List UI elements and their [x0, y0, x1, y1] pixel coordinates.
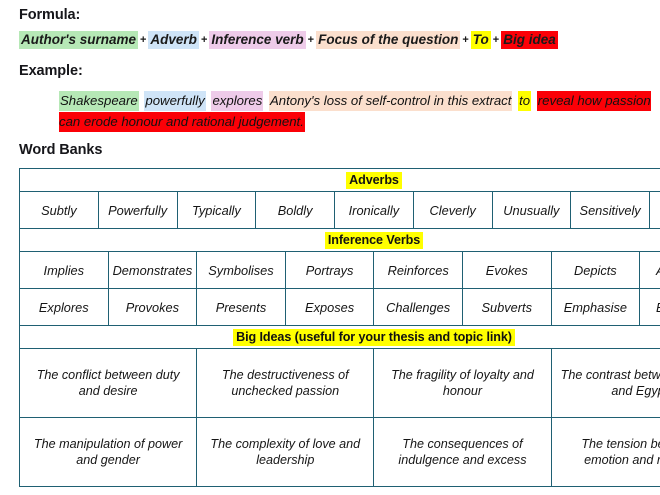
bank-header-cell: Inference Verbs	[19, 228, 660, 252]
word-cell[interactable]: Depicts	[550, 251, 641, 289]
word-cell[interactable]: Powerfully	[97, 191, 178, 229]
formula-token: Adverb	[148, 31, 199, 49]
big-idea-cell[interactable]: The destructiveness of unchecked passion	[196, 348, 375, 418]
bank-header-row: Adverbs	[19, 168, 660, 192]
big-idea-cell[interactable]: The complexity of love and leadership	[196, 417, 375, 487]
bank-header-cell: Adverbs	[19, 168, 660, 192]
big-idea-cell[interactable]: The manipulation of power and gender	[18, 417, 198, 487]
bank-header-row: Big Ideas (useful for your thesis and to…	[19, 325, 660, 349]
word-cell[interactable]: Typically	[176, 191, 257, 229]
word-cell[interactable]: Subverts	[461, 288, 552, 326]
word-cell[interactable]: Subtly	[19, 191, 99, 229]
word-cell[interactable]: Boldly	[255, 191, 335, 229]
formula-separator: +	[462, 34, 469, 46]
formula-heading: Formula:	[19, 7, 81, 23]
bank-title: Inference Verbs	[324, 231, 424, 249]
word-cell[interactable]: Reinforces	[373, 251, 463, 289]
bank-header-cell: Big Ideas (useful for your thesis and to…	[19, 325, 660, 349]
word-cell[interactable]: Implies	[19, 251, 109, 289]
table-row: Subtly Powerfully Typically Boldly Ironicall…	[19, 191, 660, 229]
word-cell[interactable]: Portrays	[284, 251, 375, 289]
formula-line: Author's surname + Adverb + Inference verb + F…	[19, 31, 558, 49]
word-cell[interactable]: Ironically	[334, 191, 414, 229]
word-banks-heading: Word Banks	[19, 142, 103, 158]
word-banks-table: Adverbs Subtly Powerfully Typically Boldly Ir…	[18, 168, 660, 487]
word-cell[interactable]: Alludes to	[639, 251, 660, 289]
word-cell[interactable]: Symbolises	[196, 251, 286, 289]
example-sentence: Shakespeare powerfully explores Antony's…	[59, 90, 660, 132]
formula-token: Author's surname	[19, 31, 138, 49]
formula-separator: +	[200, 34, 208, 46]
word-cell[interactable]: Unusually	[491, 191, 572, 229]
example-segment: explores	[211, 91, 264, 111]
word-cell[interactable]: Strikingly	[649, 191, 660, 229]
bank-header-row: Inference Verbs	[19, 228, 660, 252]
word-cell[interactable]: Challenges	[373, 288, 463, 326]
word-cell[interactable]: Sensitively	[570, 191, 650, 229]
word-cell[interactable]: Cleverly	[412, 191, 493, 229]
table-row: Explores Provokes Presents Exposes Challenge…	[19, 288, 660, 326]
formula-token: Inference verb	[209, 31, 306, 49]
example-segment: Shakespeare	[59, 91, 139, 111]
example-heading: Example:	[19, 63, 83, 79]
big-idea-cell[interactable]: The conflict between duty and desire	[18, 348, 198, 418]
word-cell[interactable]: Explores	[19, 288, 109, 326]
formula-separator: +	[307, 34, 315, 46]
big-idea-cell[interactable]: The fragility of loyalty and honour	[373, 348, 552, 418]
word-cell[interactable]: Provokes	[107, 288, 198, 326]
formula-separator: +	[492, 34, 500, 46]
bank-title: Adverbs	[346, 171, 402, 189]
big-idea-cell[interactable]: The contrast between Rome and Egypt	[550, 348, 660, 418]
table-row: Implies Demonstrates Symbolises Portrays Rei…	[19, 251, 660, 289]
big-idea-cell[interactable]: The tension between emotion and reason	[550, 417, 660, 487]
formula-separator: +	[139, 34, 147, 46]
example-segment: powerfully	[144, 91, 206, 111]
big-idea-cell[interactable]: The consequences of indulgence and exces…	[373, 417, 552, 487]
word-cell[interactable]: Evokes	[461, 251, 552, 289]
formula-token: Big idea	[501, 31, 558, 49]
formula-token: Focus of the question	[316, 31, 461, 49]
table-row: The manipulation of power and gender The …	[18, 417, 660, 487]
table-row: The conflict between duty and desire The …	[18, 348, 660, 418]
example-segment	[531, 91, 537, 111]
formula-token: To	[470, 31, 491, 49]
word-cell[interactable]: Examines	[639, 288, 660, 326]
example-segment: Antony's loss of self-control in this ex…	[268, 91, 513, 111]
word-cell[interactable]: Exposes	[284, 288, 375, 326]
word-cell[interactable]: Demonstrates	[107, 251, 198, 289]
word-cell[interactable]: Presents	[196, 288, 286, 326]
bank-title: Big Ideas (useful for your thesis and to…	[233, 328, 515, 346]
word-cell[interactable]: Emphasise	[550, 288, 641, 326]
example-segment: to	[518, 91, 532, 111]
